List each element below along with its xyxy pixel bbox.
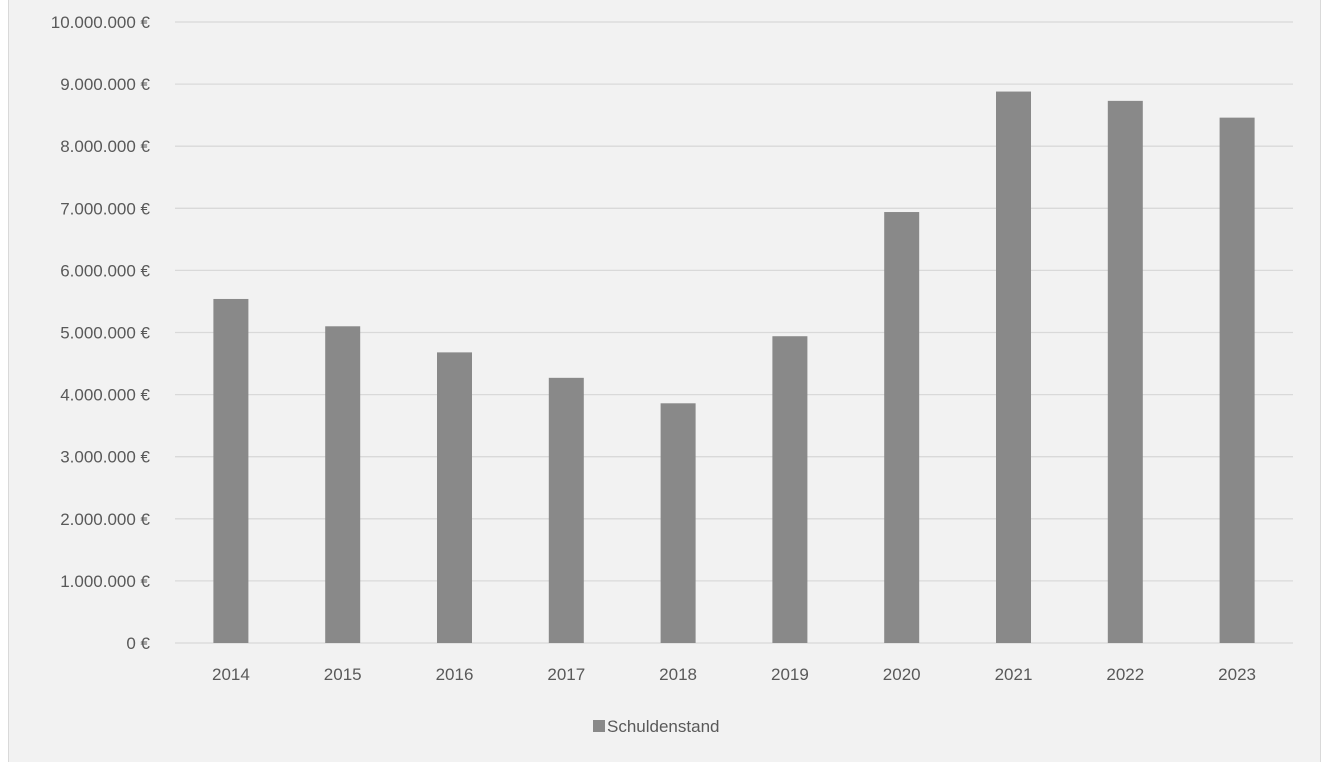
y-tick-label: 4.000.000 € [60,386,150,405]
y-tick-label: 8.000.000 € [60,137,150,156]
y-tick-label: 2.000.000 € [60,510,150,529]
y-tick-label: 9.000.000 € [60,75,150,94]
bar-2022 [1107,100,1143,643]
y-tick-label: 0 € [126,634,150,653]
legend-swatch-schuldenstand [593,720,605,732]
bar-2020 [884,212,920,643]
y-tick-label: 5.000.000 € [60,324,150,343]
x-tick-label-2017: 2017 [547,665,585,684]
x-axis-tick-labels: 2014 2015 2016 2017 2018 2019 2020 2021 2022 2023 [212,665,1256,684]
y-axis-tick-labels: 0 € 1.000.000 € 2.000.000 € 3.000.000 € 4.00… [51,13,151,653]
x-tick-label-2020: 2020 [883,665,921,684]
bar-2015 [325,326,361,643]
x-tick-label-2019: 2019 [771,665,809,684]
gridlines [175,21,1293,644]
x-tick-label-2022: 2022 [1106,665,1144,684]
bars [213,91,1255,643]
y-tick-label: 7.000.000 € [60,199,150,218]
legend: Schuldenstand [593,717,719,736]
chart-area: 0 € 1.000.000 € 2.000.000 € 3.000.000 € 4.00… [8,0,1321,762]
y-tick-label: 3.000.000 € [60,448,150,467]
x-tick-label-2015: 2015 [324,665,362,684]
bar-2019 [772,336,808,643]
x-tick-label-2018: 2018 [659,665,697,684]
bar-2021 [996,91,1031,643]
y-tick-label: 6.000.000 € [60,261,150,280]
y-tick-label: 1.000.000 € [60,572,150,591]
bar-2018 [660,403,696,643]
x-tick-label-2014: 2014 [212,665,250,684]
x-tick-label-2023: 2023 [1218,665,1256,684]
bar-2014 [213,298,249,643]
bar-chart: 0 € 1.000.000 € 2.000.000 € 3.000.000 € 4.00… [51,13,1293,736]
x-tick-label-2021: 2021 [995,665,1033,684]
bar-2017 [548,377,584,643]
y-tick-label: 10.000.000 € [51,13,151,32]
bar-2023 [1219,117,1255,643]
x-tick-label-2016: 2016 [436,665,474,684]
legend-label-schuldenstand: Schuldenstand [607,717,719,736]
bar-2016 [437,352,472,643]
